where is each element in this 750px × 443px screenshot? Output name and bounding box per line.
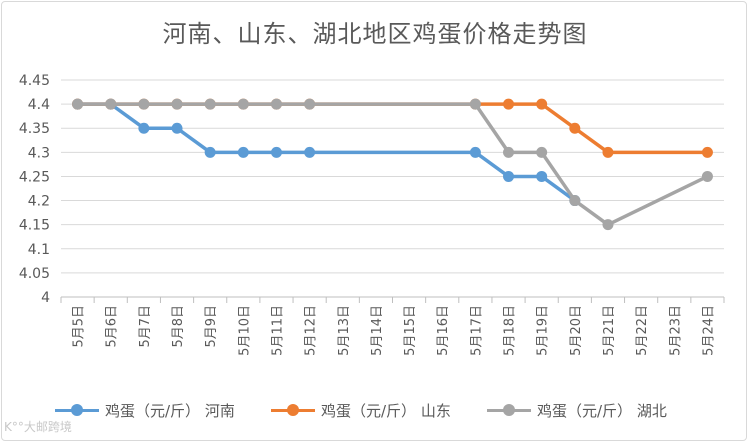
data-point-s0: [469, 146, 481, 158]
chart-title: 河南、山东、湖北地区鸡蛋价格走势图: [162, 20, 588, 48]
legend: 鸡蛋（元/斤） 河南 鸡蛋（元/斤） 山东 鸡蛋（元/斤） 湖北: [0, 398, 750, 422]
x-tick-label: 5月13日: [337, 305, 352, 356]
legend-swatch-henan: [55, 403, 99, 417]
legend-label-henan: 鸡蛋（元/斤） 河南: [105, 401, 235, 420]
y-tick-label: 4.25: [19, 169, 50, 185]
legend-swatch-hubei: [487, 403, 531, 417]
legend-label-shandong: 鸡蛋（元/斤） 山东: [321, 401, 451, 420]
data-point-s2: [105, 98, 117, 110]
legend-item-shandong: 鸡蛋（元/斤） 山东: [271, 398, 451, 422]
data-point-s1: [602, 146, 614, 158]
data-point-s2: [270, 98, 282, 110]
y-tick-label: 4.05: [19, 266, 50, 282]
x-tick-label: 5月6日: [105, 305, 120, 348]
x-tick-label: 5月11日: [270, 305, 285, 356]
legend-swatch-shandong: [271, 403, 315, 417]
data-point-s1: [701, 146, 713, 158]
legend-label-hubei: 鸡蛋（元/斤） 湖北: [537, 401, 667, 420]
y-tick-label: 4.3: [28, 145, 50, 161]
x-tick-label: 5月8日: [171, 305, 186, 348]
data-point-s2: [138, 98, 150, 110]
data-point-s0: [204, 146, 216, 158]
data-point-s2: [171, 98, 183, 110]
legend-item-hubei: 鸡蛋（元/斤） 湖北: [487, 398, 667, 422]
x-tick-label: 5月16日: [436, 305, 451, 356]
data-point-s2: [536, 146, 548, 158]
data-point-s0: [503, 170, 515, 182]
data-point-s0: [304, 146, 316, 158]
y-tick-label: 4: [41, 290, 50, 306]
y-tick-label: 4.15: [19, 218, 50, 234]
x-tick-label: 5月21日: [602, 305, 617, 356]
x-tick-label: 5月18日: [503, 305, 518, 356]
data-point-s2: [304, 98, 316, 110]
data-point-s1: [569, 122, 581, 134]
x-tick-label: 5月9日: [204, 305, 219, 348]
data-point-s2: [204, 98, 216, 110]
data-point-s1: [503, 98, 515, 110]
x-tick-label: 5月7日: [138, 305, 153, 348]
x-tick-label: 5月20日: [569, 305, 584, 356]
data-point-s0: [536, 170, 548, 182]
x-tick-label: 5月19日: [536, 305, 551, 356]
series-line-0: [75, 102, 577, 203]
x-tick-label: 5月12日: [304, 305, 319, 356]
legend-item-henan: 鸡蛋（元/斤） 河南: [55, 398, 235, 422]
data-point-s0: [237, 146, 249, 158]
y-tick-label: 4.35: [19, 121, 50, 137]
watermark: K°°大邮跨境: [4, 420, 72, 434]
x-tick-label: 5月17日: [469, 305, 484, 356]
x-tick-label: 5月22日: [635, 305, 650, 356]
x-tick-label: 5月15日: [403, 305, 418, 356]
data-point-s2: [569, 195, 581, 207]
x-tick-label: 5月10日: [237, 305, 252, 356]
x-tick-label: 5月23日: [668, 305, 683, 356]
data-point-s1: [536, 98, 548, 110]
data-point-s2: [503, 146, 515, 158]
x-tick-label: 5月24日: [701, 305, 716, 356]
y-tick-label: 4.4: [28, 97, 50, 113]
y-tick-label: 4.2: [28, 194, 50, 210]
data-point-s2: [237, 98, 249, 110]
data-point-s0: [138, 122, 150, 134]
y-tick-label: 4.45: [19, 73, 50, 89]
data-point-s2: [469, 98, 481, 110]
data-point-s2: [72, 98, 84, 110]
x-tick-label: 5月14日: [370, 305, 385, 356]
series-line-2: [75, 102, 710, 227]
data-point-s2: [602, 219, 614, 231]
data-point-s0: [171, 122, 183, 134]
data-point-s2: [701, 170, 713, 182]
x-tick-label: 5月5日: [72, 305, 87, 348]
data-point-s0: [270, 146, 282, 158]
y-tick-label: 4.1: [28, 242, 50, 258]
